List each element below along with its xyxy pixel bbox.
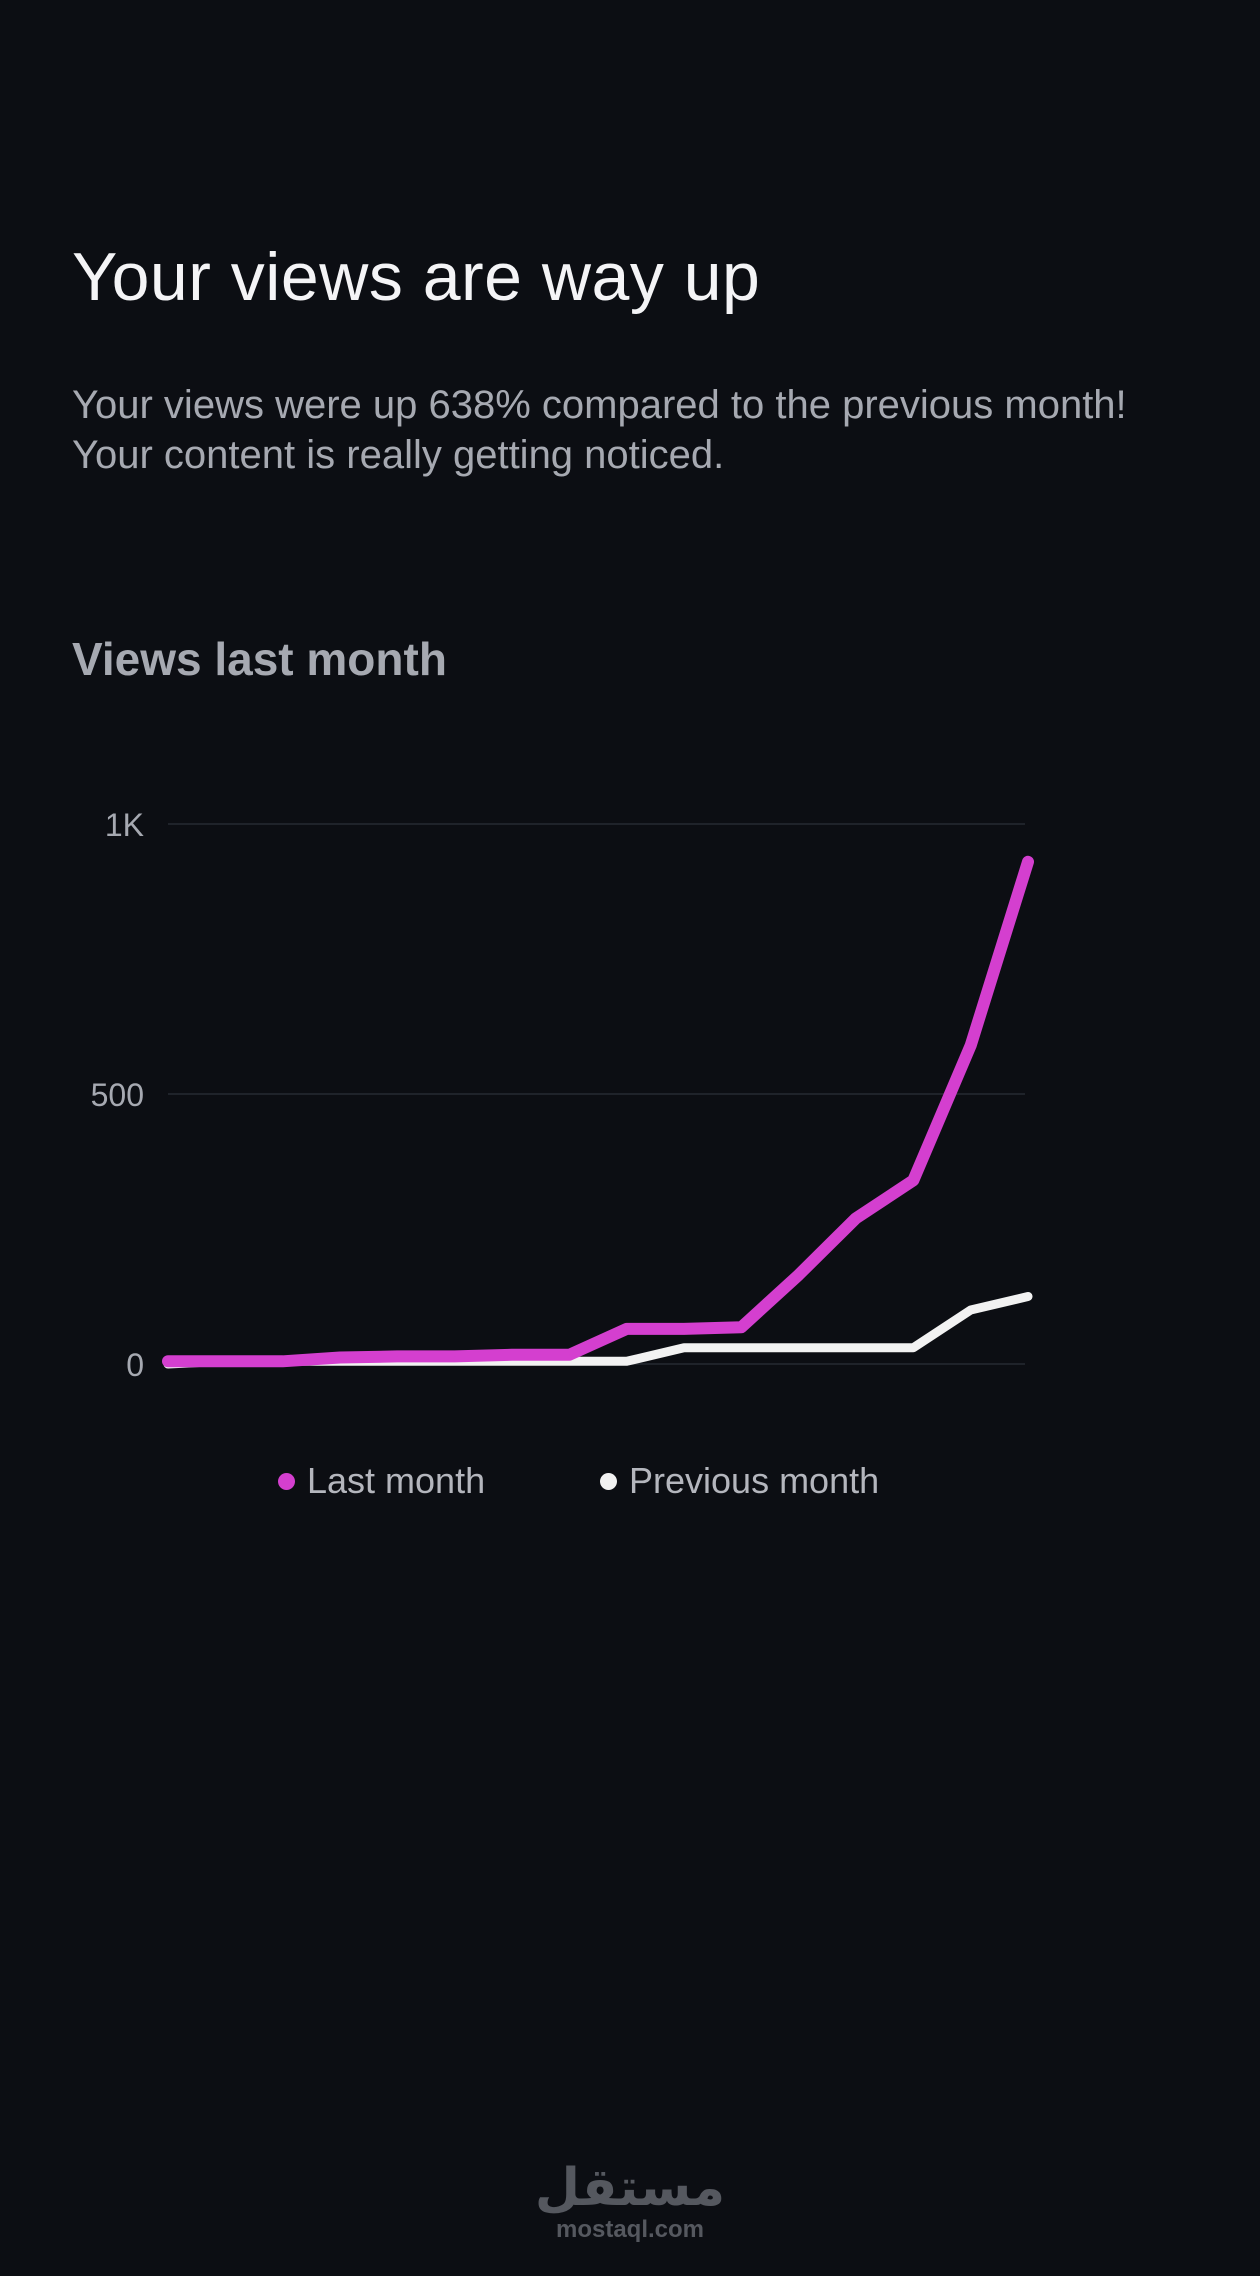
data-point-previous-month <box>626 1360 628 1362</box>
legend-label-previous-month: Previous month <box>629 1460 880 1501</box>
y-tick-label: 1K <box>105 807 144 843</box>
data-point-last-month <box>282 1360 284 1362</box>
page-title: Your views are way up <box>72 239 761 315</box>
data-point-previous-month <box>740 1347 742 1349</box>
data-point-previous-month <box>568 1360 570 1362</box>
data-point-last-month <box>855 1217 857 1219</box>
data-point-previous-month <box>511 1360 513 1362</box>
data-point-last-month <box>798 1274 800 1276</box>
data-point-previous-month <box>1027 1296 1029 1297</box>
series-line-last-month <box>162 855 1034 1368</box>
legend-item-last-month: Last month <box>278 1460 485 1502</box>
data-point-last-month <box>511 1354 513 1356</box>
data-point-last-month <box>454 1355 456 1357</box>
description-text: Your views were up 638% compared to the … <box>72 383 1127 477</box>
watermark-logo: مستقل <box>534 2159 726 2217</box>
y-tick-label: 500 <box>91 1077 144 1113</box>
data-point-last-month <box>167 1360 169 1362</box>
data-point-previous-month <box>798 1347 800 1349</box>
legend-dot-previous-month <box>600 1472 617 1490</box>
watermark: مستقل mostaql.com <box>0 2160 1260 2244</box>
data-point-last-month <box>626 1328 628 1330</box>
legend-label-last-month: Last month <box>307 1460 486 1501</box>
data-point-previous-month <box>683 1347 685 1349</box>
legend-item-previous-month: Previous month <box>600 1460 879 1502</box>
data-point-previous-month <box>970 1309 972 1311</box>
data-point-previous-month <box>855 1347 857 1349</box>
watermark-site: mostaql.com <box>555 2216 705 2243</box>
data-point-last-month <box>1027 861 1029 863</box>
series-line-previous-month <box>163 1292 1033 1369</box>
y-tick-label: 0 <box>126 1347 144 1383</box>
data-point-last-month <box>683 1328 685 1330</box>
data-point-last-month <box>339 1357 341 1359</box>
data-point-last-month <box>740 1326 742 1328</box>
legend-dot-last-month <box>278 1472 295 1490</box>
data-point-last-month <box>970 1044 972 1046</box>
data-point-last-month <box>568 1354 570 1356</box>
views-line-chart: 0 500 1K <box>91 807 1034 1383</box>
data-point-last-month <box>224 1360 226 1362</box>
data-point-previous-month <box>912 1347 914 1349</box>
chart-legend: Last month Previous month <box>0 1460 1260 1520</box>
chart-section-title: Views last month <box>72 633 447 685</box>
data-point-last-month <box>912 1179 914 1181</box>
data-point-last-month <box>396 1355 398 1357</box>
